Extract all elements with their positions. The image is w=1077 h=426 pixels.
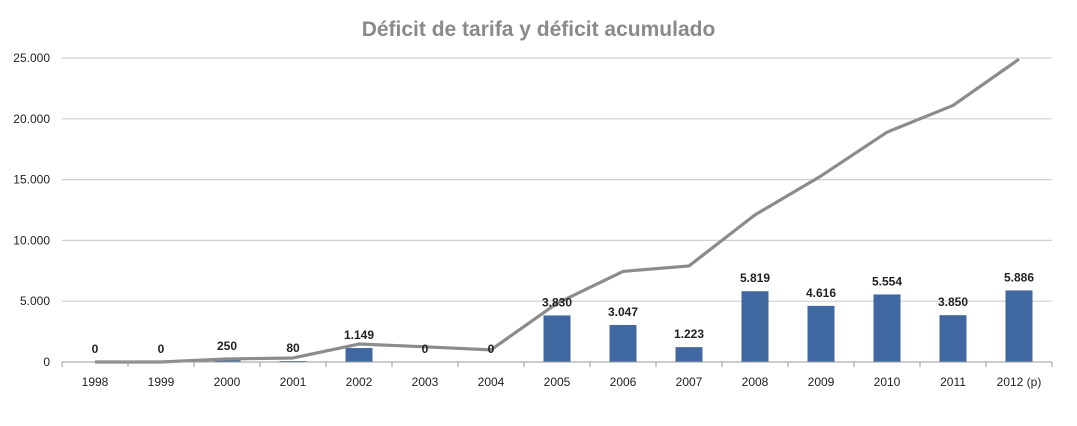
bar-data-label: 5.554 (872, 274, 902, 288)
bar-data-label: 3.850 (938, 295, 968, 309)
y-tick-label: 0 (43, 355, 50, 369)
bar (609, 324, 637, 362)
bar-data-label: 0 (92, 342, 99, 356)
bar-data-label: 1.223 (674, 327, 704, 341)
bar-data-label: 3.047 (608, 305, 638, 319)
x-tick-label: 2011 (940, 375, 966, 389)
bar-data-label: 5.886 (1004, 270, 1034, 284)
bar-data-label: 0 (422, 342, 429, 356)
bar (345, 348, 373, 362)
x-tick-label: 1999 (148, 375, 175, 389)
bar-data-label: 4.616 (806, 286, 836, 300)
x-tick-label: 2007 (676, 375, 703, 389)
bar (939, 315, 967, 362)
x-tick-label: 2000 (214, 375, 241, 389)
x-tick-label: 2006 (610, 375, 637, 389)
x-tick-label: 2010 (874, 375, 901, 389)
x-tick-label: 2012 (p) (997, 375, 1042, 389)
x-tick-label: 2004 (478, 375, 505, 389)
y-tick-label: 25.000 (13, 51, 50, 65)
y-tick-label: 15.000 (13, 173, 50, 187)
bar (543, 315, 571, 362)
bar (807, 305, 835, 362)
x-tick-label: 2008 (742, 375, 769, 389)
bar-data-label: 3.830 (542, 295, 572, 309)
bar-data-label: 0 (488, 342, 495, 356)
bar (741, 291, 769, 362)
chart-title: Déficit de tarifa y déficit acumulado (361, 18, 716, 41)
cumulative-line (95, 57, 1020, 364)
x-tick-label: 2009 (808, 375, 835, 389)
bar (675, 347, 703, 362)
bar-data-label: 250 (217, 339, 237, 353)
bar-data-label: 0 (158, 342, 165, 356)
bar (1005, 290, 1033, 362)
bar-data-label: 5.819 (740, 271, 770, 285)
x-tick-label: 2003 (412, 375, 439, 389)
x-tick-label: 2001 (280, 375, 307, 389)
x-tick-label: 2005 (544, 375, 571, 389)
y-tick-label: 5.000 (20, 294, 50, 308)
bar (873, 294, 901, 362)
y-tick-label: 10.000 (13, 233, 50, 247)
x-tick-label: 1998 (82, 375, 109, 389)
x-tick-label: 2002 (346, 375, 373, 389)
bar-data-label: 80 (286, 341, 300, 355)
bar-data-label: 1.149 (344, 328, 374, 342)
y-tick-label: 20.000 (13, 112, 50, 126)
